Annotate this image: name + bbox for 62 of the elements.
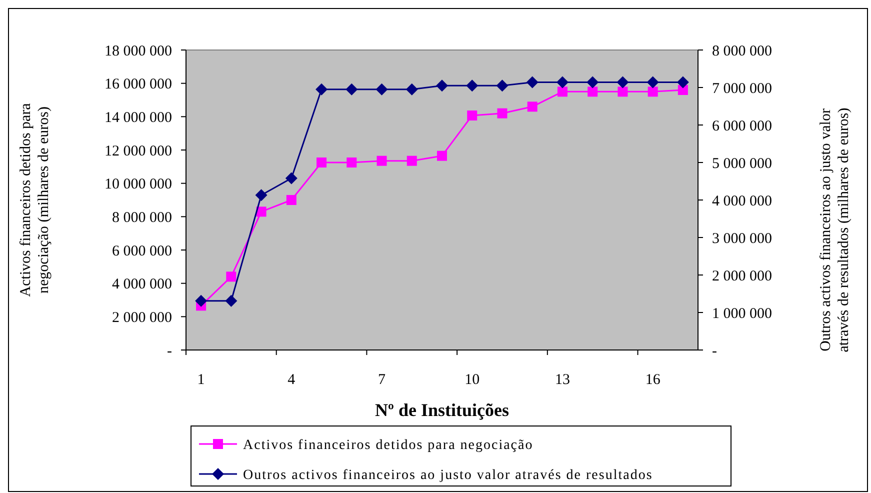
point: [316, 158, 327, 168]
point: [285, 172, 298, 184]
point: [286, 195, 296, 205]
point: [316, 83, 328, 96]
x-tick-label: 16: [645, 372, 661, 388]
y-tick-label: 4 000 000: [112, 276, 172, 293]
x-tick-label: 4: [288, 372, 296, 388]
y2-tick-label: 1 000 000: [712, 306, 772, 322]
point: [406, 156, 417, 166]
x-tick-label: 10: [464, 372, 480, 388]
point: [466, 80, 478, 92]
point: [376, 83, 388, 96]
legend-label: Activos financeiros detidos para negociação: [243, 438, 534, 453]
point: [346, 83, 358, 96]
point: [586, 76, 599, 88]
y-axis-title: Activos financeiros detidos para negociação (milhares de euros): [18, 102, 52, 297]
y-tick-label: 6 000 000: [112, 243, 172, 260]
point: [496, 80, 508, 92]
y2-tick-label: 6 000 000: [712, 118, 772, 134]
point: [526, 76, 538, 88]
point: [467, 110, 478, 120]
legend-label: Outros activos financeiros ao justo valor através de resultados: [243, 468, 653, 483]
point: [225, 294, 238, 307]
point: [256, 206, 266, 217]
point: [376, 156, 387, 166]
point: [588, 86, 598, 97]
x-tick-label: 7: [378, 372, 386, 388]
point: [557, 86, 568, 97]
point: [676, 76, 689, 88]
x-axis-title: Nº de Instituições: [375, 400, 509, 420]
point: [437, 150, 447, 161]
point: [646, 76, 659, 88]
y2-tick-label: 8 000 000: [712, 43, 772, 60]
point: [616, 76, 629, 88]
y2-tick-label: 7 000 000: [712, 80, 772, 97]
point: [618, 86, 628, 97]
point: [436, 80, 448, 92]
point: [527, 102, 538, 112]
y-tick-label: 14 000 000: [104, 110, 172, 126]
y2-tick-label: 2 000 000: [712, 268, 772, 284]
point: [497, 108, 508, 118]
point: [255, 189, 268, 202]
y-tick-label: 18 000 000: [104, 43, 172, 60]
y-tick-label: 16 000 000: [104, 76, 172, 93]
y2-tick-label: 3 000 000: [712, 230, 772, 247]
point: [406, 83, 418, 96]
point: [195, 294, 208, 307]
y-tick-label: 10 000 000: [104, 176, 172, 193]
y-tick-label: -: [167, 343, 172, 360]
y-tick-label: 2 000 000: [112, 310, 172, 326]
y2-tick-label: 5 000 000: [712, 156, 772, 172]
point: [556, 76, 568, 88]
y-tick-label: 8 000 000: [112, 210, 172, 226]
y-tick-label: 12 000 000: [104, 143, 172, 160]
point: [226, 272, 236, 282]
point: [648, 86, 658, 97]
x-tick-label: 1: [197, 372, 205, 388]
y2-tick-label: 4 000 000: [712, 193, 772, 210]
y2-tick-label: -: [712, 343, 717, 360]
point: [346, 158, 357, 168]
y2-axis-title: Outros activos financeiros ao justo valor através de resultados (milhares de euros): [818, 108, 852, 352]
x-tick-label: 13: [554, 372, 570, 388]
